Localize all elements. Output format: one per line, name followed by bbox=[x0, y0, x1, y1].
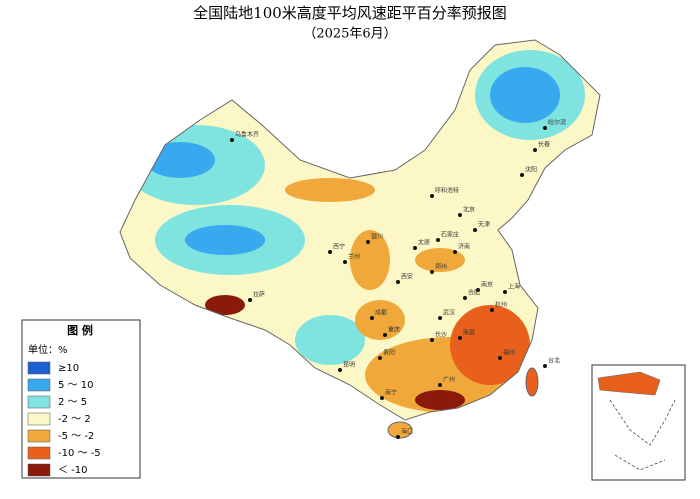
city-dot bbox=[396, 280, 400, 284]
inset-coast bbox=[597, 371, 661, 396]
border bbox=[119, 39, 601, 421]
city-dot bbox=[396, 435, 400, 439]
wind-field bbox=[120, 40, 600, 420]
city-label: 合肥 bbox=[468, 289, 480, 297]
city-label: 台北 bbox=[548, 357, 560, 365]
inset-line bbox=[609, 399, 676, 471]
title: 全国陆地100米高度平均风速距平百分率预报图 bbox=[193, 4, 507, 22]
city-dot bbox=[338, 368, 342, 372]
city-dot bbox=[328, 250, 332, 254]
city-label: 南昌 bbox=[463, 329, 475, 337]
city-dot bbox=[490, 308, 494, 312]
legend-label: 2 ～ 5 bbox=[58, 397, 87, 408]
subtitle: （2025年6月） bbox=[303, 27, 396, 42]
city-dot bbox=[458, 213, 462, 217]
city-label: 重庆 bbox=[388, 326, 400, 334]
city-label: 杭州 bbox=[495, 301, 507, 309]
city-label: 长沙 bbox=[435, 331, 447, 339]
city-label: 西宁 bbox=[333, 243, 345, 251]
city-dot bbox=[453, 250, 457, 254]
legend-label: ＜ -10 bbox=[58, 465, 88, 476]
city-label: 石家庄 bbox=[441, 231, 459, 239]
city-dot bbox=[533, 148, 537, 152]
city-label: 郑州 bbox=[435, 263, 447, 271]
city-label: 乌鲁木齐 bbox=[235, 131, 259, 139]
city-label: 拉萨 bbox=[253, 291, 265, 299]
city-dot bbox=[430, 338, 434, 342]
legend-label: -10 ～ -5 bbox=[58, 448, 101, 459]
city-dot bbox=[430, 270, 434, 274]
city-dot bbox=[473, 228, 477, 232]
taiwan bbox=[525, 367, 539, 397]
legend-label: -5 ～ -2 bbox=[58, 431, 94, 442]
legend: 图 例 单位：% ≥10 5 ～ 10 2 ～ 5 -2 ～ 2 -5 ～ -2 -10 … bbox=[21, 319, 141, 479]
city-dot bbox=[380, 396, 384, 400]
city-label: 西安 bbox=[401, 273, 413, 281]
city-dot bbox=[366, 240, 370, 244]
city-dot bbox=[248, 298, 252, 302]
legend-swatch bbox=[27, 395, 51, 409]
city-dot bbox=[463, 296, 467, 300]
city-label: 上海 bbox=[508, 283, 520, 291]
city-dot bbox=[436, 238, 440, 242]
city-dot bbox=[230, 138, 234, 142]
city-dot bbox=[370, 316, 374, 320]
city-label: 广州 bbox=[443, 376, 455, 384]
city-dot bbox=[438, 383, 442, 387]
city-label: 成都 bbox=[375, 309, 387, 317]
city-label: 呼和浩特 bbox=[435, 187, 459, 195]
city-dot bbox=[520, 173, 524, 177]
city-label: 沈阳 bbox=[525, 166, 537, 174]
city-dot bbox=[378, 356, 382, 360]
city-label: 兰州 bbox=[348, 253, 360, 261]
city-dot bbox=[383, 333, 387, 337]
city-dot bbox=[430, 194, 434, 198]
city-dot bbox=[543, 126, 547, 130]
legend-label: -2 ～ 2 bbox=[58, 414, 91, 425]
legend-swatch bbox=[27, 361, 51, 375]
city-label: 武汉 bbox=[443, 309, 455, 317]
legend-swatch bbox=[27, 446, 51, 460]
city-label: 贵阳 bbox=[383, 349, 395, 357]
city-dot bbox=[503, 290, 507, 294]
city-dot bbox=[543, 364, 547, 368]
city-dot bbox=[413, 246, 417, 250]
legend-label: ≥10 bbox=[58, 363, 79, 374]
city-dot bbox=[343, 260, 347, 264]
city-dot bbox=[476, 288, 480, 292]
city-label: 南宁 bbox=[385, 389, 397, 397]
legend-label: 5 ～ 10 bbox=[58, 380, 93, 391]
city-label: 哈尔滨 bbox=[548, 119, 566, 127]
legend-swatch bbox=[27, 463, 51, 477]
city-dot bbox=[438, 316, 442, 320]
city-label: 福州 bbox=[503, 349, 515, 357]
city-label: 长春 bbox=[538, 141, 550, 149]
city-dot bbox=[458, 336, 462, 340]
legend-swatch bbox=[27, 412, 51, 426]
hainan bbox=[387, 421, 413, 439]
city-label: 太原 bbox=[418, 239, 430, 247]
city-label: 济南 bbox=[458, 243, 470, 251]
legend-unit: 单位：% bbox=[28, 343, 68, 356]
legend-swatch bbox=[27, 378, 51, 392]
city-label: 南京 bbox=[481, 281, 493, 289]
city-label: 北京 bbox=[463, 206, 475, 214]
city-label: 天津 bbox=[478, 222, 490, 229]
legend-swatch bbox=[27, 429, 51, 443]
city-dot bbox=[498, 356, 502, 360]
city-label: 银川 bbox=[371, 233, 383, 241]
city-label: 昆明 bbox=[343, 362, 355, 369]
legend-title: 图 例 bbox=[67, 323, 93, 337]
city-label: 海口 bbox=[401, 428, 413, 436]
